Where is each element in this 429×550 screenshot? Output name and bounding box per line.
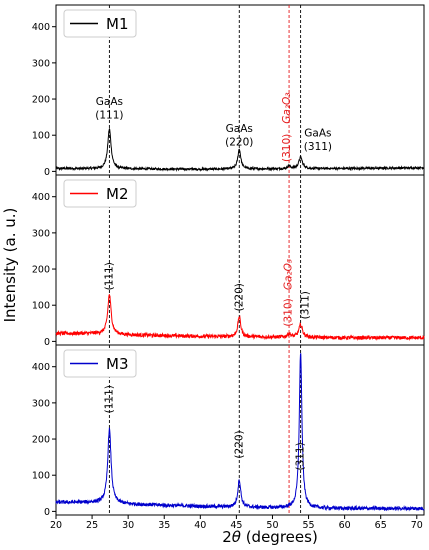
y-tick-label: 100 <box>32 471 50 482</box>
x-tick-label: 25 <box>86 520 98 531</box>
panel-m3: 0 100 200 300 400 20 25 30 35 40 45 50 55 60 65 70 M3 (11… <box>32 344 425 531</box>
panel-m2: 0 100 200 300 400 M2 (111) (220) (311) (310) Ga₂O₃ <box>32 174 425 349</box>
y-tick-label: 0 <box>44 337 50 348</box>
y-tick-label: 0 <box>44 167 50 178</box>
x-tick-label: 65 <box>375 520 387 531</box>
y-tick-label: 400 <box>32 362 50 373</box>
x-tick-label: 40 <box>194 520 206 531</box>
peak-annotation: (310) <box>281 134 293 162</box>
legend-box <box>63 9 137 38</box>
x-tick-label: 45 <box>230 520 242 531</box>
peak-annotation: (311) <box>300 291 312 319</box>
peak-annotation: (311) <box>304 141 332 153</box>
peak-annotation: (111) <box>103 385 115 413</box>
y-tick-label: 400 <box>32 192 50 203</box>
x-tick-label: 70 <box>411 520 423 531</box>
y-tick-label: 300 <box>32 58 50 69</box>
y-tick-label: 100 <box>32 301 50 312</box>
x-tick-label: 50 <box>266 520 278 531</box>
legend-label: M2 <box>106 185 129 203</box>
legend-box <box>63 349 137 378</box>
legend-box <box>63 179 137 208</box>
x-tick-label: 35 <box>158 520 170 531</box>
peak-annotation: (311) <box>295 442 307 470</box>
y-tick-label: 0 <box>44 507 50 518</box>
y-tick-label: 200 <box>32 265 50 276</box>
legend-label: M3 <box>106 355 129 373</box>
y-tick-label: 200 <box>32 95 50 106</box>
y-tick-label: 300 <box>32 228 50 239</box>
peak-annotation: (220) <box>233 283 245 311</box>
x-tick-label: 20 <box>50 520 62 531</box>
x-tick-label: 55 <box>303 520 315 531</box>
legend-m1: M1 <box>63 9 137 38</box>
y-tick-label: 400 <box>32 22 50 33</box>
legend-m2: M2 <box>63 179 137 208</box>
peak-annotation: (111) <box>95 109 123 121</box>
y-tick-label: 200 <box>32 435 50 446</box>
y-tick-label: 300 <box>32 398 50 409</box>
peak-annotation: Ga₂O₃ <box>281 92 293 123</box>
x-axis-label-symbol: θ <box>232 528 241 546</box>
x-axis-label-suffix: (degrees) <box>241 528 318 546</box>
y-axis-label: Intensity (a. u.) <box>1 208 19 323</box>
y-tick-label: 100 <box>32 131 50 142</box>
peak-annotation: Ga₂O₃ <box>282 259 294 290</box>
legend-label: M1 <box>106 15 129 33</box>
peak-annotation: (310) <box>282 298 294 326</box>
peak-annotation: (220) <box>233 430 245 458</box>
peak-annotation: (220) <box>225 136 253 148</box>
x-tick-label: 60 <box>339 520 351 531</box>
x-axis-label-prefix: 2 <box>222 528 232 546</box>
x-axis-label: 2θ (degrees) <box>222 528 318 546</box>
peak-annotation: GaAs <box>304 127 331 139</box>
peak-annotation: (111) <box>103 262 115 290</box>
series-line-m1 <box>55 127 425 173</box>
series-line-m3 <box>55 353 425 512</box>
series-line-m2 <box>55 293 425 342</box>
x-tick-label: 30 <box>122 520 134 531</box>
peak-annotation: GaAs <box>226 123 253 135</box>
legend-m3: M3 <box>63 349 137 378</box>
peak-annotation: GaAs <box>96 96 123 108</box>
